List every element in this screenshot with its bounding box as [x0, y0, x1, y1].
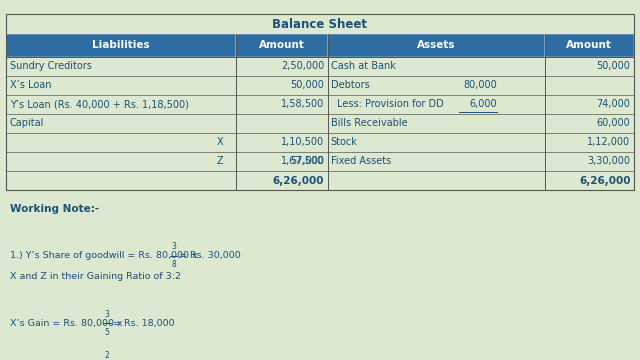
Text: 50,000: 50,000	[291, 80, 324, 90]
Bar	[6, 14, 634, 190]
Bar	[236, 152, 328, 171]
Text: 6,26,000: 6,26,000	[273, 176, 324, 185]
Bar	[6, 152, 236, 171]
Text: Debtors: Debtors	[331, 80, 369, 90]
Bar	[328, 152, 545, 171]
Text: 3: 3	[105, 310, 109, 319]
Bar	[328, 171, 545, 190]
Bar	[6, 57, 236, 76]
Bar	[6, 114, 236, 133]
Text: 80,000: 80,000	[463, 80, 497, 90]
Bar	[328, 95, 545, 114]
Bar	[328, 114, 545, 133]
Bar	[545, 34, 634, 57]
Text: 5: 5	[105, 328, 109, 337]
Bar	[6, 14, 634, 34]
Bar	[545, 133, 634, 152]
Bar	[6, 133, 236, 152]
Text: 6,26,000: 6,26,000	[579, 176, 630, 185]
Text: 60,000: 60,000	[596, 118, 630, 128]
Text: 50,000: 50,000	[596, 61, 630, 71]
Text: Assets: Assets	[417, 40, 456, 50]
Bar	[545, 171, 634, 190]
Bar	[328, 57, 545, 76]
Bar	[236, 171, 328, 190]
Bar	[545, 76, 634, 95]
Bar	[545, 95, 634, 114]
Text: Less: Provision for DD: Less: Provision for DD	[337, 99, 444, 109]
Bar	[236, 34, 328, 57]
Text: 1,58,500: 1,58,500	[281, 99, 324, 109]
Text: X and Z in their Gaining Ratio of 3:2: X and Z in their Gaining Ratio of 3:2	[10, 272, 180, 281]
Text: Amount: Amount	[566, 40, 612, 50]
Bar	[236, 133, 328, 152]
Text: = Rs. 18,000: = Rs. 18,000	[113, 319, 175, 328]
Bar	[236, 95, 328, 114]
Bar	[545, 57, 634, 76]
Text: 1,67,500: 1,67,500	[281, 157, 324, 166]
Text: Y’s Loan (Rs. 40,000 + Rs. 1,18,500): Y’s Loan (Rs. 40,000 + Rs. 1,18,500)	[10, 99, 188, 109]
Text: = Rs. 30,000: = Rs. 30,000	[179, 251, 241, 260]
Text: 6,000: 6,000	[470, 99, 497, 109]
Bar	[545, 152, 634, 171]
Text: 74,000: 74,000	[596, 99, 630, 109]
Bar	[236, 57, 328, 76]
Bar	[545, 114, 634, 133]
Text: Capital: Capital	[10, 118, 44, 128]
Text: 2: 2	[105, 351, 109, 360]
Text: 3: 3	[171, 242, 176, 251]
Text: Sundry Creditors: Sundry Creditors	[10, 61, 92, 71]
Text: 1,12,000: 1,12,000	[588, 138, 630, 147]
Bar	[6, 95, 236, 114]
Bar	[6, 171, 236, 190]
Bar	[236, 76, 328, 95]
Bar	[6, 76, 236, 95]
Text: X’s Gain = Rs. 80,000 x: X’s Gain = Rs. 80,000 x	[10, 319, 125, 328]
Text: Cash at Bank: Cash at Bank	[331, 61, 396, 71]
Text: Bills Receivable: Bills Receivable	[331, 118, 407, 128]
Bar	[6, 34, 236, 57]
Text: 1.) Y’s Share of goodwill = Rs. 80,000 x: 1.) Y’s Share of goodwill = Rs. 80,000 x	[10, 251, 200, 260]
Text: Working Note:-: Working Note:-	[10, 204, 99, 215]
Text: 1,10,500: 1,10,500	[281, 138, 324, 147]
Text: X’s Loan: X’s Loan	[10, 80, 51, 90]
Bar	[328, 76, 545, 95]
Text: Z: Z	[216, 157, 223, 166]
Text: X: X	[216, 138, 223, 147]
Bar	[328, 34, 545, 57]
Text: Balance Sheet: Balance Sheet	[273, 18, 367, 31]
Bar	[236, 114, 328, 133]
Text: 2,50,000: 2,50,000	[281, 61, 324, 71]
Text: Stock: Stock	[331, 138, 358, 147]
Text: Liabilities: Liabilities	[92, 40, 150, 50]
Bar	[328, 133, 545, 152]
Text: 57,000: 57,000	[291, 157, 324, 166]
Text: 8: 8	[171, 261, 176, 270]
Text: 3,30,000: 3,30,000	[588, 157, 630, 166]
Text: Fixed Assets: Fixed Assets	[331, 157, 391, 166]
Text: Amount: Amount	[259, 40, 305, 50]
